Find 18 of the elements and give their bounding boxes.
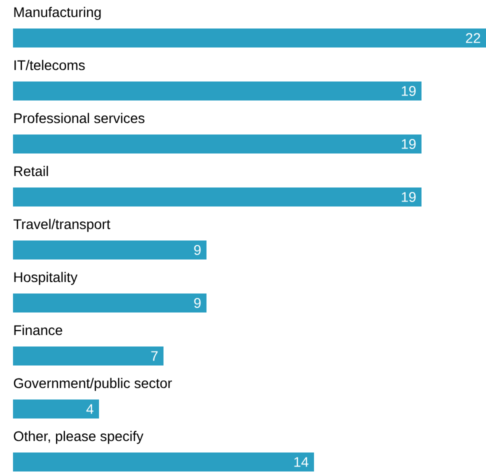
y-tick-label: Other, please specify <box>14 430 144 444</box>
data-label: 9 <box>194 245 201 255</box>
data-label: 7 <box>151 351 158 361</box>
data-label: 19 <box>402 86 416 96</box>
y-tick-label: Hospitality <box>14 272 78 285</box>
y-tick-label: IT/telecoms <box>14 60 85 70</box>
data-label: 14 <box>294 457 308 467</box>
data-label: 19 <box>402 192 416 202</box>
y-tick-label: Retail <box>14 166 48 176</box>
y-tick-label: Professional services <box>14 112 144 124</box>
y-tick-label: Travel/transport <box>14 218 110 232</box>
data-label: 22 <box>466 33 480 43</box>
y-tick-label: Finance <box>14 324 62 336</box>
data-label: 4 <box>86 404 94 414</box>
data-label: 19 <box>402 139 416 149</box>
y-tick-label: Government/public sector <box>14 378 172 391</box>
data-label: 9 <box>194 298 201 308</box>
y-tick-label: Manufacturing <box>14 6 101 20</box>
